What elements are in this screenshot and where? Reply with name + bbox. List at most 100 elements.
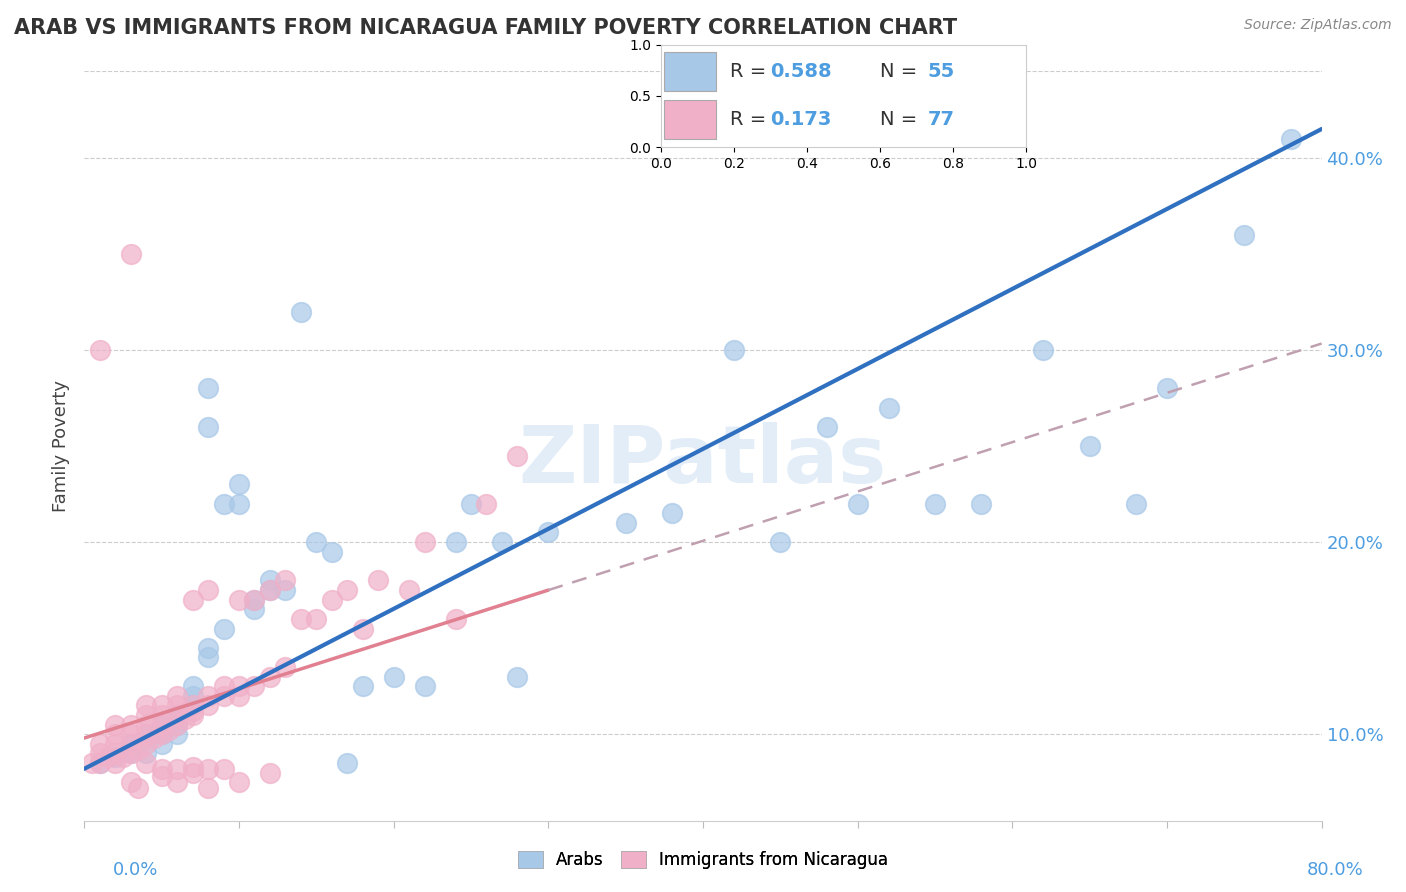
Point (135, 747, 157, 761)
Point (537, 525, 560, 540)
Point (120, 717, 142, 731)
Point (197, 698, 219, 713)
Point (274, 574, 297, 588)
Point (506, 449, 529, 463)
Point (89, 756, 111, 770)
Point (127, 780, 149, 795)
Point (197, 640, 219, 655)
Point (413, 535, 436, 549)
Point (1078, 439, 1101, 453)
Point (120, 247, 142, 261)
Point (1156, 381, 1178, 395)
Point (924, 497, 946, 511)
Point (846, 497, 869, 511)
Point (197, 583, 219, 598)
Legend: Arabs, Immigrants from Nicaragua: Arabs, Immigrants from Nicaragua (512, 845, 894, 876)
Point (135, 756, 157, 770)
Point (491, 535, 513, 549)
Point (181, 689, 204, 703)
Point (243, 679, 266, 693)
Point (166, 708, 188, 723)
Point (815, 419, 838, 434)
Point (259, 583, 281, 598)
Point (290, 304, 312, 318)
Point (274, 660, 297, 674)
Point (135, 698, 157, 713)
Point (181, 708, 204, 723)
Point (104, 717, 127, 731)
Point (89, 747, 111, 761)
Point (150, 717, 173, 731)
Point (1279, 131, 1302, 145)
Point (150, 769, 173, 783)
Point (104, 750, 127, 764)
Point (104, 727, 127, 741)
Point (135, 717, 157, 731)
Point (336, 756, 359, 770)
Point (197, 419, 219, 434)
Point (243, 602, 266, 616)
Point (197, 780, 219, 795)
Text: R =: R = (730, 62, 773, 81)
Point (120, 775, 142, 789)
Point (1032, 343, 1054, 357)
Point (197, 381, 219, 395)
Point (460, 497, 482, 511)
Point (212, 689, 235, 703)
Text: 0.173: 0.173 (770, 110, 832, 129)
Point (212, 679, 235, 693)
Text: ZIPatlas: ZIPatlas (519, 422, 887, 500)
Point (274, 583, 297, 598)
Text: 77: 77 (928, 110, 955, 129)
Point (228, 679, 250, 693)
Point (166, 698, 188, 713)
Text: 80.0%: 80.0% (1308, 861, 1364, 879)
Point (352, 679, 374, 693)
Point (181, 698, 204, 713)
Point (181, 765, 204, 780)
Point (181, 704, 204, 718)
FancyBboxPatch shape (665, 100, 716, 139)
Point (228, 592, 250, 607)
Point (135, 708, 157, 723)
Point (228, 497, 250, 511)
Text: 55: 55 (928, 62, 955, 81)
Point (398, 583, 420, 598)
Point (1233, 227, 1256, 242)
Text: N =: N = (880, 62, 924, 81)
FancyBboxPatch shape (665, 52, 716, 91)
Point (166, 708, 188, 723)
Point (89, 343, 111, 357)
Point (96, 750, 118, 764)
Point (166, 689, 188, 703)
Point (243, 592, 266, 607)
Point (321, 544, 343, 558)
Point (166, 717, 188, 731)
Point (174, 712, 197, 726)
Point (243, 592, 266, 607)
Point (413, 679, 436, 693)
Point (120, 727, 142, 741)
Point (259, 765, 281, 780)
Text: R =: R = (730, 110, 773, 129)
Point (877, 401, 900, 415)
Point (127, 742, 149, 756)
Point (336, 583, 359, 598)
Point (104, 737, 127, 751)
Point (82, 756, 104, 770)
Point (661, 506, 683, 520)
Point (150, 737, 173, 751)
Point (290, 612, 312, 626)
Point (970, 497, 993, 511)
Point (104, 747, 127, 761)
Point (120, 747, 142, 761)
Point (150, 727, 173, 741)
Point (212, 762, 235, 776)
Point (723, 343, 745, 357)
Point (89, 737, 111, 751)
Point (382, 669, 405, 683)
Point (159, 723, 180, 738)
Point (352, 622, 374, 636)
Point (259, 669, 281, 683)
Point (197, 650, 219, 665)
